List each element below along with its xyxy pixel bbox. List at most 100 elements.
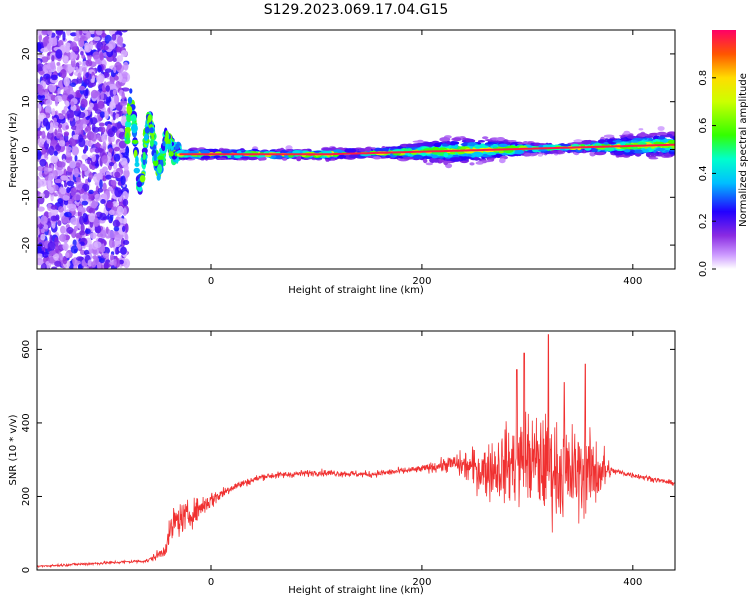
spectrogram-cell [75, 125, 80, 135]
snr-xtick-label: 0 [208, 577, 214, 588]
spectrogram-cell [336, 154, 347, 159]
spectrogram-cell [79, 216, 84, 225]
spectrogram-cell [92, 126, 100, 133]
spectrogram-cell [37, 119, 41, 129]
spectrogram-cell [60, 175, 68, 181]
spectrogram-cell [151, 132, 155, 141]
spectrogram-cell [96, 75, 105, 84]
spectrogram-cell [114, 61, 122, 71]
spectrogram-cell [465, 138, 474, 143]
spectrogram-xlabel: Height of straight line (km) [288, 285, 424, 296]
spectrogram-cell [84, 45, 89, 52]
spectrogram-cell [101, 32, 107, 38]
spectrogram-cell [53, 121, 60, 129]
spectrogram-cell [94, 109, 102, 114]
spectrogram-cell [39, 192, 45, 198]
spectrogram-cell [124, 233, 129, 242]
spectrogram-cell [77, 205, 83, 212]
colorbar-tick-label: 0.4 [698, 165, 709, 181]
spectrogram-cell [70, 82, 76, 87]
spectrogram-cell [65, 100, 70, 107]
figure-title: S129.2023.069.17.04.G15 [264, 2, 449, 18]
spectrogram-cell [366, 155, 374, 158]
spectrogram-cell [48, 250, 57, 256]
spectrogram-cell [73, 167, 79, 178]
spectrogram-cell [119, 218, 126, 224]
spectrogram-cell [560, 144, 572, 147]
spectrogram-cell [157, 155, 164, 160]
spectrogram-cell [70, 101, 75, 107]
spectrogram-cell [120, 157, 128, 166]
spectrogram-cell [95, 59, 101, 65]
spectrogram-cell [65, 125, 69, 130]
spectrogram-cell [88, 212, 96, 223]
spectrogram-cell [50, 155, 58, 164]
spectrogram-ytick-label: -10 [21, 189, 32, 205]
spectrogram-cell [99, 111, 105, 118]
spectrogram-cell [492, 145, 498, 148]
spectrogram-cell [433, 142, 442, 148]
spectrogram-cell [103, 71, 110, 78]
spectrogram-cell [81, 169, 85, 179]
colorbar-tick-label: 0.2 [698, 213, 709, 229]
spectrogram-cell [78, 85, 86, 91]
spectrogram-cell [538, 149, 548, 152]
spectrogram-cell [113, 66, 117, 74]
spectrogram-cell [657, 136, 666, 140]
spectrogram-cell [37, 130, 43, 136]
spectrogram-cell [105, 226, 109, 234]
spectrogram-cell [104, 261, 109, 269]
snr-ytick-label: 400 [21, 413, 32, 432]
spectrogram-cell [37, 63, 45, 72]
spectrogram-cell [40, 262, 47, 269]
spectrogram-cell [131, 139, 139, 144]
spectrogram-cell [48, 211, 52, 217]
spectrogram-cell [90, 78, 95, 83]
snr-ytick-label: 0 [21, 567, 32, 573]
spectrogram-cell [259, 156, 267, 161]
spectrogram-cell [76, 243, 81, 249]
spectrogram-cell [61, 94, 67, 102]
spectrogram-cell [139, 175, 146, 183]
spectrogram-cell [90, 117, 98, 125]
spectrogram-cell [120, 50, 128, 58]
spectrogram-cell [114, 94, 120, 105]
spectrogram-cell [581, 140, 592, 145]
spectrogram-cell [50, 60, 56, 70]
spectrogram-ticks: 0 200 400 -20 -10 0 10 20 [21, 30, 675, 287]
spectrogram-cell [62, 242, 69, 251]
spectrogram-cell [149, 139, 154, 147]
spectrogram-cell [77, 72, 82, 79]
spectrogram-cell [79, 121, 84, 131]
spectrogram-cell [82, 123, 87, 129]
spectrogram-cell [638, 128, 644, 131]
spectrogram-cell [50, 215, 58, 222]
spectrogram-cell [425, 162, 434, 166]
spectrogram-cell [45, 104, 52, 115]
spectrogram-cell [653, 141, 665, 145]
spectrogram-cell [626, 135, 635, 139]
snr-ytick-label: 600 [21, 340, 32, 359]
spectrogram-cell [73, 36, 81, 42]
spectrogram-cell [71, 125, 78, 130]
spectrogram-cell [606, 139, 617, 144]
spectrogram-cell [507, 140, 517, 142]
spectrogram-ytick-label: 10 [21, 95, 32, 108]
spectrogram-xtick-label: 400 [623, 276, 642, 287]
spectrogram-cell [423, 158, 428, 164]
spectrogram-cell [73, 225, 78, 232]
spectrogram-cell [94, 147, 100, 154]
spectrogram-cell [100, 199, 106, 204]
spectrogram-cell [102, 182, 107, 192]
spectrogram-cell [200, 150, 211, 154]
spectrogram-cell [115, 113, 119, 119]
spectrogram-cell [81, 67, 87, 72]
spectrogram-cell [63, 199, 69, 206]
spectrogram-cell [109, 101, 114, 112]
spectrogram-cell [47, 241, 56, 251]
spectrogram-cell [37, 179, 43, 188]
spectrogram-cell [431, 154, 439, 159]
spectrogram-cell [108, 238, 115, 249]
spectrogram-cell [41, 130, 46, 139]
spectrogram-cell [648, 157, 659, 160]
